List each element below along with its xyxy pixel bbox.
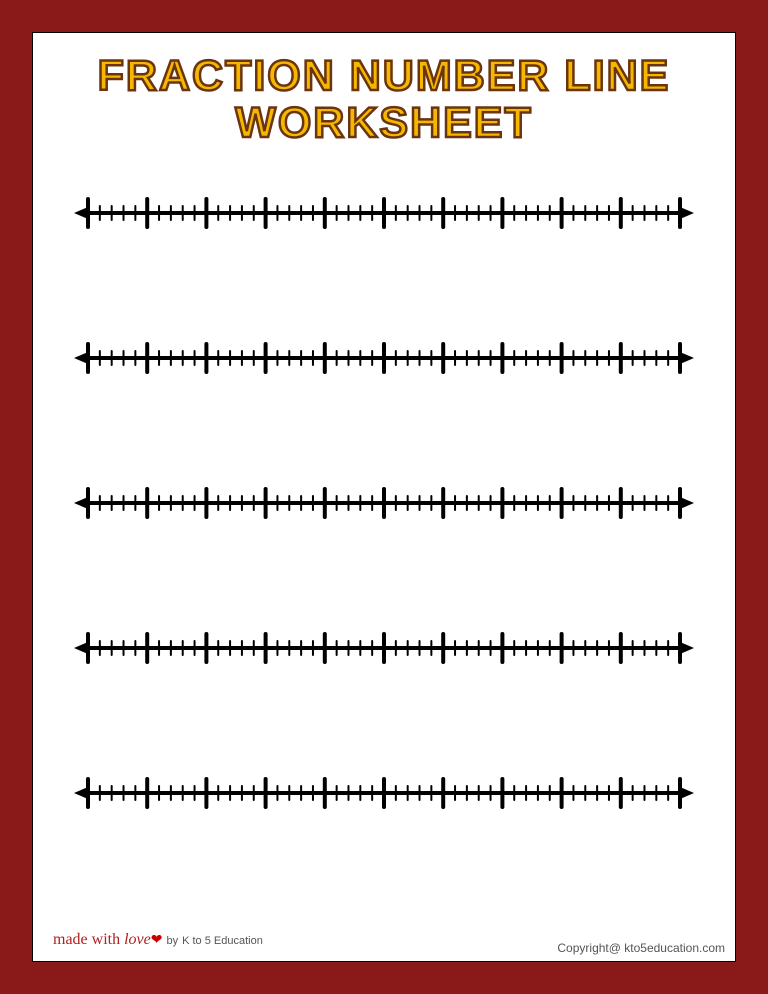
number-line-svg [73, 333, 695, 383]
made-with-text: made with [53, 931, 120, 948]
number-line [73, 333, 695, 383]
worksheet-page: FRACTION NUMBER LINE WORKSHEET made with… [32, 32, 736, 962]
number-line [73, 478, 695, 528]
footer-credit: made with love❤ by K to 5 Education [53, 931, 263, 949]
number-line-svg [73, 768, 695, 818]
brand-text: K to 5 Education [182, 935, 263, 947]
love-text: love [124, 931, 151, 948]
number-lines-container [33, 188, 735, 818]
number-line [73, 623, 695, 673]
number-line-svg [73, 478, 695, 528]
worksheet-title: FRACTION NUMBER LINE WORKSHEET [33, 53, 735, 148]
number-line [73, 188, 695, 238]
hearts-icon: ❤ [151, 933, 163, 948]
title-line-2: WORKSHEET [33, 100, 735, 147]
by-text: by [166, 935, 178, 947]
number-line-svg [73, 188, 695, 238]
title-line-1: FRACTION NUMBER LINE [33, 53, 735, 100]
number-line [73, 768, 695, 818]
number-line-svg [73, 623, 695, 673]
copyright-text: Copyright@ kto5education.com [557, 941, 725, 955]
